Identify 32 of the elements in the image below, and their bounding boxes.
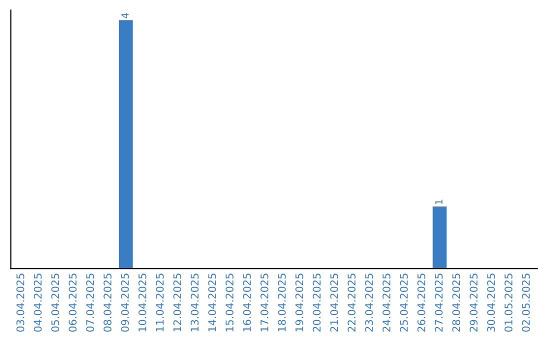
x-tick-label: 22.04.2025 (348, 274, 356, 332)
x-tick-label: 19.04.2025 (295, 274, 304, 332)
x-tick-label: 03.04.2025 (16, 274, 24, 332)
x-tick-label: 08.04.2025 (104, 274, 112, 332)
x-tick-label: 27.04.2025 (434, 274, 443, 332)
x-tick-label: 15.04.2025 (226, 274, 234, 332)
x-tick-label: 14.04.2025 (208, 274, 216, 332)
x-tick-label: 20.04.2025 (312, 274, 321, 332)
x-tick-label: 11.04.2025 (156, 274, 164, 332)
x-tick-label: 17.04.2025 (260, 274, 268, 332)
x-tick-label: 12.04.2025 (173, 274, 182, 332)
x-tick-label: 09.04.2025 (121, 274, 129, 332)
x-tick-label: 02.05.2025 (522, 274, 530, 332)
x-tick-label: 04.04.2025 (34, 274, 42, 332)
x-tick-label: 23.04.2025 (365, 274, 373, 332)
x-tick-label: 16.04.2025 (243, 274, 251, 332)
x-tick-label: 28.04.2025 (452, 274, 460, 332)
x-tick-label: 13.04.2025 (190, 274, 199, 332)
data-label: 1 (435, 200, 442, 204)
x-tick-label: 07.04.2025 (86, 274, 94, 332)
x-tick-label: 05.04.2025 (51, 274, 60, 332)
x-tick-label: 25.04.2025 (400, 274, 408, 332)
data-label: 4 (121, 13, 129, 18)
x-tick-label: 29.04.2025 (470, 274, 478, 332)
x-tick-label: 21.04.2025 (330, 274, 338, 332)
x-tick-label: 01.05.2025 (504, 274, 512, 332)
x-tick-label: 06.04.2025 (68, 274, 77, 332)
x-tick-label: 24.04.2025 (382, 274, 390, 332)
x-tick-label: 18.04.2025 (278, 274, 286, 332)
x-tick-label: 30.04.2025 (487, 274, 495, 332)
x-tick-label: 10.04.2025 (138, 274, 146, 332)
x-tick-label: 26.04.2025 (417, 274, 426, 332)
